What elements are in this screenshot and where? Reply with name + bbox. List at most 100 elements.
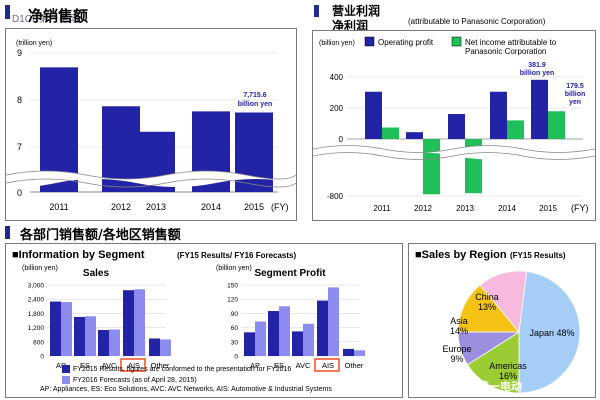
sales-xtick: 2015 xyxy=(244,202,264,212)
segment-sales-ytick: 1,200 xyxy=(28,325,45,332)
profit-axis-break-line xyxy=(313,145,595,153)
profit-xtick: 2014 xyxy=(498,204,516,213)
sales-fy-label: (FY) xyxy=(271,202,289,212)
segment-profit-ytick: 0 xyxy=(234,354,238,361)
segment-title-square-icon xyxy=(5,226,10,239)
operating-profit-bar xyxy=(490,91,507,139)
sales-axis-break xyxy=(6,171,296,187)
net-income-bar xyxy=(382,127,399,139)
segment-profit-fy2015-bar xyxy=(317,300,328,356)
legend-fy2016: FY2016 Forecasts (as of April 28, 2015) xyxy=(62,376,197,384)
segment-sales-fy2015-bar xyxy=(74,316,85,356)
segment-charts: ■Information by Segment (FY15 Results/ F… xyxy=(12,249,365,372)
legend-fy2016-swatch xyxy=(62,376,70,384)
legend-fy2016-label: FY2016 Forecasts (as of April 28, 2015) xyxy=(73,376,197,384)
profit-ytick: 200 xyxy=(330,104,344,113)
profit-ytick: -800 xyxy=(327,192,344,201)
operating-profit-bar xyxy=(531,79,548,139)
segment-panel-title: ■Information by Segment xyxy=(12,249,145,261)
segment-sales-xtick: AP xyxy=(56,361,66,370)
segment-sales-ytick: 2,400 xyxy=(28,297,45,304)
profit-data-label: billion xyxy=(565,91,586,98)
profit-ytick: 0 xyxy=(339,135,344,144)
sales-unit-label: (trillion yen) xyxy=(16,40,52,47)
segment-profit-xtick: ES xyxy=(274,361,284,370)
sales-xtick: 2014 xyxy=(201,202,221,212)
pie-label: 13% xyxy=(478,302,496,312)
segment-profit-ytick: 90 xyxy=(231,311,239,318)
pie-slice xyxy=(466,331,520,394)
segment-profit-ytick: 150 xyxy=(227,283,238,290)
segment-profit-fy2015-bar xyxy=(343,348,354,356)
sales-ytick: 9 xyxy=(17,48,22,58)
pie-slice xyxy=(457,284,520,333)
segment-profit-ytick: 120 xyxy=(227,297,238,304)
segment-profit-fy2015-bar xyxy=(268,311,279,356)
profit-data-label: 381.9 xyxy=(528,62,546,69)
profit-title-square-icon xyxy=(314,5,319,17)
sales-data-label: 7,715.6 xyxy=(243,92,266,99)
pie-label: China xyxy=(475,292,499,302)
segment-profit-xtick: AVC xyxy=(296,361,311,370)
profit-data-label: yen xyxy=(569,99,581,106)
segment-sales-unit-label: (billion yen) xyxy=(22,265,58,272)
profit-xtick: 2013 xyxy=(456,204,474,213)
net-income-bar xyxy=(548,111,565,139)
operating-profit-bar xyxy=(448,114,465,139)
pie-slice xyxy=(518,271,581,394)
segment-sales-fy2015-bar xyxy=(149,338,160,356)
profit-xtick: 2015 xyxy=(539,204,557,213)
segment-sales-fy2015-bar xyxy=(50,301,61,356)
profit-title-line1: 营业利润 xyxy=(332,4,381,18)
segment-panel: ■Information by Segment (FY15 Results/ F… xyxy=(5,243,403,398)
segment-profit-ytick: 30 xyxy=(231,339,239,346)
sales-xtick: 2013 xyxy=(146,202,166,212)
pie-label: Japan 48% xyxy=(529,328,574,338)
segment-sales-ytick: 0 xyxy=(40,354,44,361)
pie-label: Europe xyxy=(442,344,471,354)
legend-netincome-label-1: Net income attributable to xyxy=(465,38,557,47)
segment-profit-fy2015-bar xyxy=(292,331,303,356)
segment-footnote: AP: Appliances, ES: Eco Solutions, AVC: … xyxy=(40,386,332,393)
profit-xtick: 2012 xyxy=(414,204,432,213)
pie-label: 16% xyxy=(499,371,517,381)
segment-sales-fy2016-bar xyxy=(109,329,120,356)
segment-profit-fy2015-bar xyxy=(244,332,255,356)
sales-title-square-icon xyxy=(5,5,10,19)
legend-netincome-swatch xyxy=(451,36,462,47)
region-panel-title: ■Sales by Region xyxy=(415,249,507,261)
sales-xtick: 2011 xyxy=(49,202,68,212)
segment-profit-fy2016-bar xyxy=(303,323,314,356)
sales-axis-break-line xyxy=(6,170,296,180)
region-panel: ■Sales by Region (FY15 Results) Japan 48… xyxy=(408,243,596,398)
segment-sales-fy2015-bar xyxy=(123,290,134,356)
profit-ytick: 400 xyxy=(330,73,344,82)
region-chart: ■Sales by Region (FY15 Results) Japan 48… xyxy=(415,249,581,394)
profit-panel: (billion yen) Operating profit Net incom… xyxy=(312,30,596,221)
pie-slice xyxy=(479,270,528,333)
segment-sales-xtick: Other xyxy=(151,361,170,370)
segment-sales-fy2016-bar xyxy=(134,289,145,356)
sales-axis-break-line xyxy=(6,178,296,188)
pie-label: 9% xyxy=(450,354,463,364)
sales-panel-title: 净销售额 xyxy=(28,7,89,25)
segment-sales-highlight-box xyxy=(120,358,146,372)
sales-xtick: 2012 xyxy=(111,202,131,212)
legend-operating-label: Operating profit xyxy=(378,38,434,47)
sales-data-label: billion yen xyxy=(238,101,273,108)
legend-netincome-label-2: Panasonic Corporation xyxy=(465,47,546,56)
segment-profit-xtick: AP xyxy=(250,361,260,370)
segment-sales-ytick: 3,000 xyxy=(28,283,45,290)
profit-xtick: 2011 xyxy=(373,204,391,213)
segment-sales-fy2016-bar xyxy=(85,316,96,356)
region-panel-subtitle: (FY15 Results) xyxy=(510,251,566,260)
pie-label: Asia xyxy=(450,316,468,326)
segment-sales-xtick: ES xyxy=(80,361,90,370)
segment-profit-fy2016-bar xyxy=(328,287,339,356)
profit-fy-label: (FY) xyxy=(571,203,589,213)
segment-profit-xtick: Other xyxy=(345,361,364,370)
legend-fy2015: FY2015 Results, figures are conformed to… xyxy=(62,365,291,373)
segment-profit-fy2016-bar xyxy=(354,350,365,356)
sales-ytick: 8 xyxy=(17,95,22,105)
segment-sales-fy2016-bar xyxy=(61,302,72,356)
